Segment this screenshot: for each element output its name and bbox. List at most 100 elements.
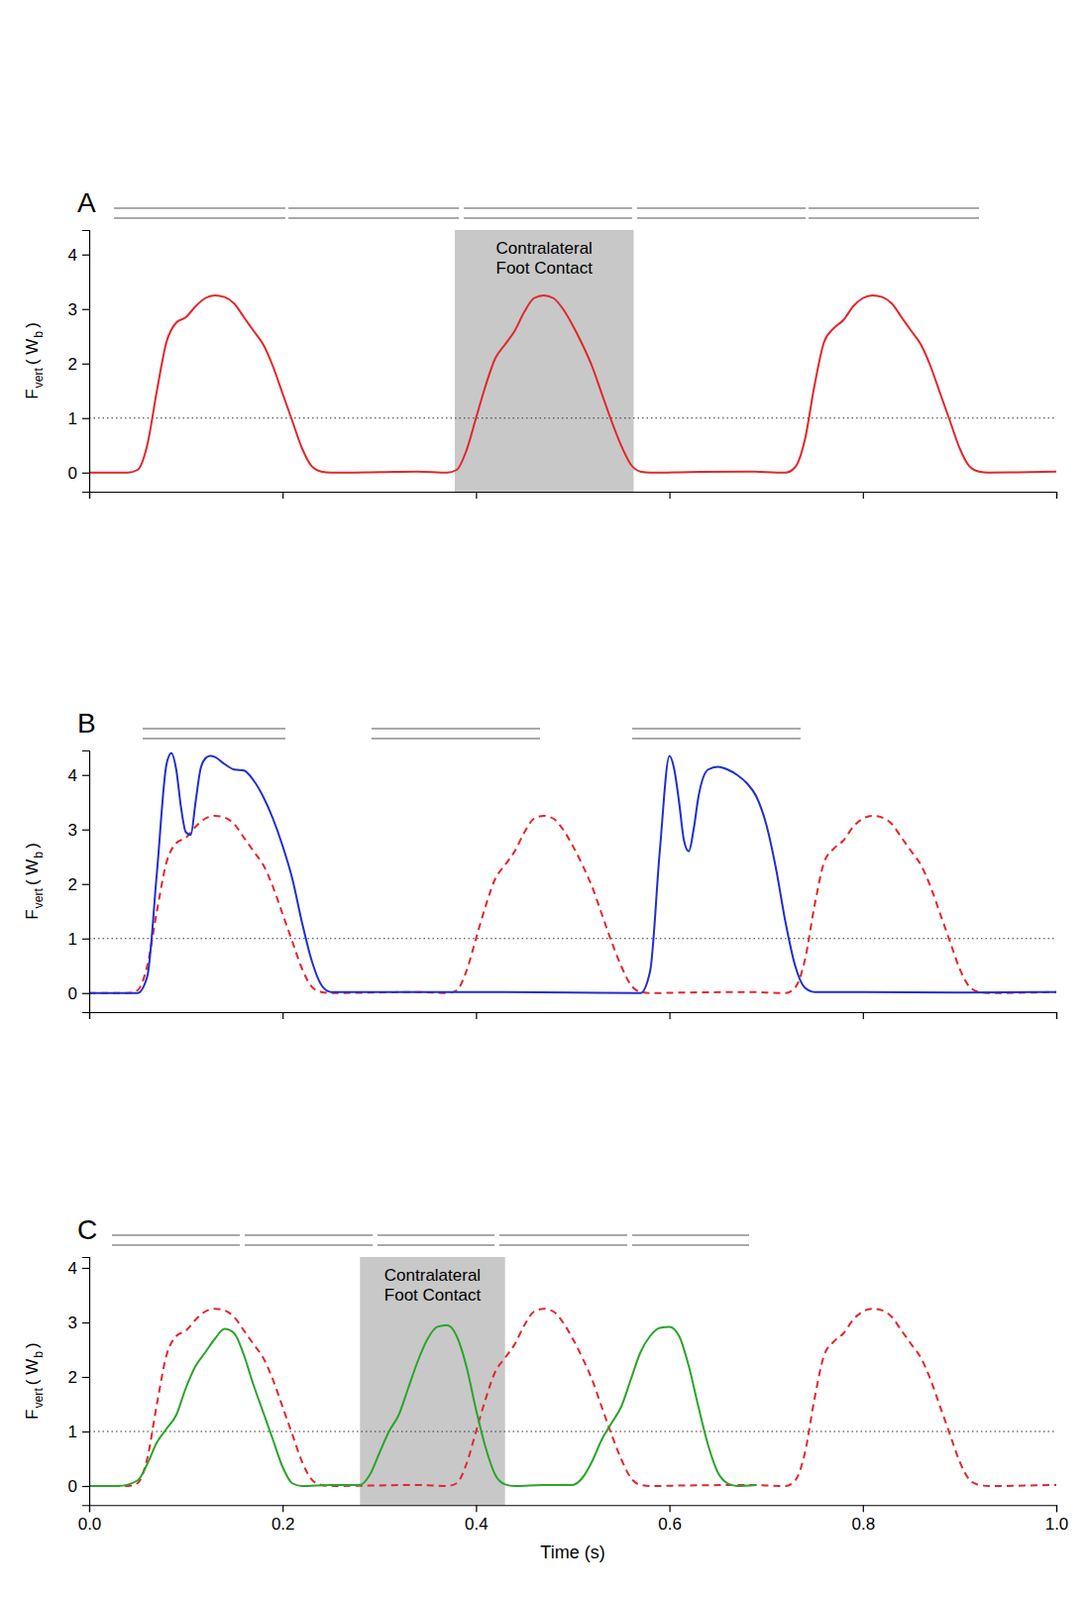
y-tick: 2 — [68, 1367, 90, 1387]
y-tick-label: 1 — [68, 929, 78, 949]
x-axis-title: Time (s) — [540, 1541, 605, 1562]
ground-lines — [113, 208, 979, 218]
y-tick-mark — [82, 1376, 90, 1378]
x-tick: 0.0 — [78, 1504, 103, 1533]
x-tick — [669, 491, 671, 499]
y-tick: 2 — [68, 874, 90, 894]
x-axis-line — [90, 1505, 1058, 1513]
x-tick-mark — [89, 1011, 91, 1019]
band-label-line: Contralateral — [384, 1265, 481, 1285]
ground-line — [499, 1234, 628, 1236]
y-tick-mark — [82, 472, 90, 474]
panel: B01234Fvert( Wb) — [22, 707, 1058, 1019]
y-tick: 3 — [68, 1312, 90, 1332]
force-curve — [89, 1324, 757, 1486]
x-tick-mark — [863, 491, 865, 499]
x-tick — [475, 491, 477, 499]
x-tick — [475, 1011, 477, 1019]
x-axis — [90, 491, 1058, 499]
ground-line — [142, 728, 286, 730]
y-axis-line — [82, 751, 91, 1013]
y-tick-label: 3 — [68, 300, 78, 320]
y-axis-title-subscript: b — [31, 1350, 46, 1358]
x-tick-mark — [475, 491, 477, 499]
y-tick-label: 0 — [68, 1476, 78, 1496]
band-label: ContralateralFoot Contact — [496, 238, 594, 278]
reference-line — [89, 937, 1057, 939]
reference-line — [89, 1429, 1057, 1431]
x-tick-mark — [668, 1504, 670, 1512]
x-tick — [1056, 1011, 1058, 1019]
x-tick — [863, 1011, 865, 1019]
y-tick-mark — [82, 992, 90, 994]
ground-line — [113, 217, 286, 219]
x-tick — [89, 491, 91, 499]
y-tick-mark — [82, 774, 90, 776]
force-curve — [89, 753, 1057, 993]
ground-line — [463, 208, 633, 210]
x-tick-label: 0.0 — [78, 1514, 103, 1533]
plot-area — [89, 1256, 1057, 1505]
x-tick — [282, 1011, 284, 1019]
y-tick-label: 3 — [68, 1312, 78, 1332]
y-axis-line — [82, 230, 91, 493]
ground-line — [377, 1234, 495, 1236]
y-tick: 2 — [68, 354, 90, 374]
y-tick-label: 0 — [68, 463, 78, 483]
y-tick-mark — [82, 829, 90, 831]
ground-line — [377, 1244, 495, 1246]
ground-line — [288, 208, 459, 210]
ground-line — [111, 1234, 240, 1236]
ground-line — [113, 208, 286, 210]
x-tick — [863, 491, 865, 499]
force-curve — [89, 295, 1057, 473]
ground-line — [637, 208, 806, 210]
y-axis-title-subscript: b — [31, 330, 46, 338]
x-tick-label: 0.2 — [271, 1514, 296, 1533]
y-axis: 01234 — [68, 751, 91, 1013]
ground-lines — [111, 1234, 750, 1245]
y-axis-title-part: F — [22, 1409, 42, 1419]
panel: C012340.00.20.40.60.81.0Fvert( Wb)Time (… — [22, 1213, 1069, 1562]
contact-band — [454, 229, 635, 492]
y-tick-label: 2 — [68, 1367, 78, 1387]
ground-line — [371, 728, 541, 730]
x-tick-label: 1.0 — [1045, 1514, 1070, 1533]
band-label-line: Contralateral — [496, 238, 593, 258]
x-tick-mark — [89, 1504, 91, 1512]
y-axis-title-part: ( W — [22, 1358, 42, 1385]
y-axis-title-part: F — [22, 388, 42, 399]
ground-line — [632, 728, 801, 730]
y-tick: 3 — [68, 820, 90, 840]
ground-line — [288, 217, 459, 219]
x-tick-mark — [282, 491, 284, 499]
y-tick-label: 4 — [68, 245, 78, 265]
x-tick-mark — [475, 1011, 477, 1019]
y-tick: 4 — [68, 245, 90, 265]
y-axis: 01234 — [68, 1257, 91, 1506]
y-tick-mark — [82, 1430, 90, 1432]
band-label-line: Foot Contact — [496, 258, 594, 278]
ground-line — [632, 1244, 750, 1246]
x-tick-label: 0.8 — [851, 1514, 875, 1533]
ground-line — [244, 1234, 373, 1236]
panel-letter: B — [77, 707, 97, 739]
y-axis-line — [82, 1257, 91, 1506]
force-curve — [89, 1307, 1057, 1486]
ground-line — [244, 1244, 373, 1246]
y-axis-title-subscript: vert — [31, 366, 46, 388]
ground-line — [111, 1244, 240, 1246]
plot-area — [89, 753, 1057, 993]
x-tick-label: 0.6 — [657, 1514, 682, 1533]
x-tick: 1.0 — [1045, 1504, 1070, 1533]
x-tick: 0.6 — [657, 1504, 682, 1533]
y-axis-title-subscript: vert — [31, 1387, 46, 1409]
plot-area — [89, 229, 1057, 492]
y-tick-label: 0 — [68, 983, 78, 1003]
x-tick-mark — [863, 1504, 865, 1512]
x-tick — [282, 491, 284, 499]
x-tick-mark — [1056, 491, 1058, 499]
y-tick-mark — [82, 1321, 90, 1323]
y-axis-title-part: F — [22, 908, 42, 919]
x-tick-mark — [668, 491, 670, 499]
